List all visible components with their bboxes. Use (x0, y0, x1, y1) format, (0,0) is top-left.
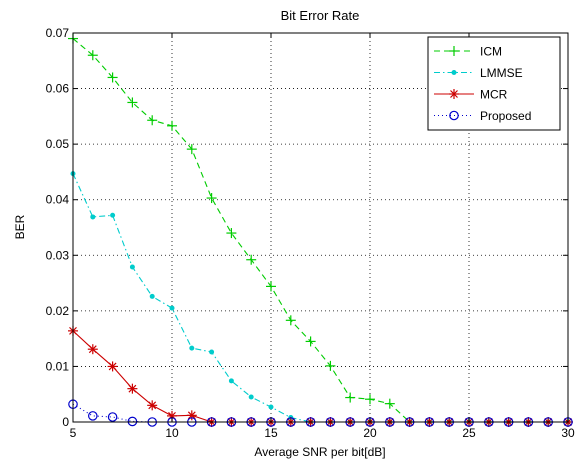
dot-marker (90, 214, 96, 220)
y-tick-label: 0.07 (46, 26, 70, 40)
x-tick-label: 20 (363, 426, 377, 440)
y-tick-label: 0.04 (46, 193, 70, 207)
dot-marker (129, 264, 135, 270)
dot-marker (248, 394, 254, 400)
star-marker (147, 400, 158, 411)
plus-marker (206, 193, 217, 204)
circle-marker (449, 110, 459, 121)
dot-marker (268, 404, 274, 410)
x-tick-label: 15 (264, 426, 278, 440)
circle-marker (88, 411, 98, 421)
plus-marker (345, 392, 356, 403)
legend-label-lmmse: LMMSE (480, 66, 523, 80)
plus-marker (266, 281, 276, 292)
star-marker (87, 344, 98, 355)
star-marker (127, 383, 138, 394)
y-tick-label: 0.03 (46, 248, 70, 262)
x-tick-label: 25 (462, 426, 476, 440)
plus-marker (186, 144, 197, 155)
y-tick-label: 0 (62, 415, 69, 429)
y-tick-label: 0.06 (46, 82, 70, 96)
plus-marker (449, 46, 459, 56)
dot-marker (228, 378, 234, 384)
dot-marker (189, 345, 195, 351)
plus-marker (325, 360, 336, 371)
y-axis-label: BER (13, 214, 27, 239)
plus-marker (384, 398, 395, 409)
circle-marker (127, 416, 138, 427)
chart-title: Bit Error Rate (281, 8, 360, 23)
plus-marker (285, 315, 296, 326)
plus-marker (167, 120, 177, 131)
y-tick-label: 0.02 (46, 304, 70, 318)
x-tick-label: 30 (561, 426, 575, 440)
plus-marker (305, 336, 316, 347)
plus-marker (365, 394, 375, 405)
circle-marker (107, 412, 118, 422)
legend-label-icm: ICM (480, 45, 502, 59)
star-marker (186, 410, 197, 421)
legend-label-mcr: MCR (480, 88, 508, 102)
dot-marker (169, 305, 175, 311)
plus-marker (246, 254, 257, 265)
star-marker (449, 89, 459, 99)
dot-marker (110, 212, 116, 218)
tick-labels: 5 10 15 20 25 30 0 0.01 0.02 0.03 0.04 0.05 0.06 0.07 (46, 26, 575, 440)
x-tick-label: 10 (165, 426, 179, 440)
plus-marker (107, 72, 118, 83)
legend: ICM LMMSE MCR Proposed (427, 36, 561, 131)
star-marker (107, 361, 118, 372)
plus-marker (147, 115, 158, 126)
y-tick-label: 0.05 (46, 137, 70, 151)
axes-frame (72, 32, 569, 423)
axis-ticks (72, 32, 569, 423)
dot-marker (451, 70, 457, 75)
legend-label-proposed: Proposed (480, 109, 531, 123)
dot-marker (209, 349, 215, 355)
plus-marker (226, 228, 237, 239)
plus-marker (87, 50, 98, 61)
x-axis-label: Average SNR per bit[dB] (254, 445, 385, 459)
plus-marker (127, 97, 138, 108)
y-tick-label: 0.01 (46, 359, 70, 373)
dot-marker (149, 293, 155, 299)
x-tick-label: 5 (70, 426, 77, 440)
